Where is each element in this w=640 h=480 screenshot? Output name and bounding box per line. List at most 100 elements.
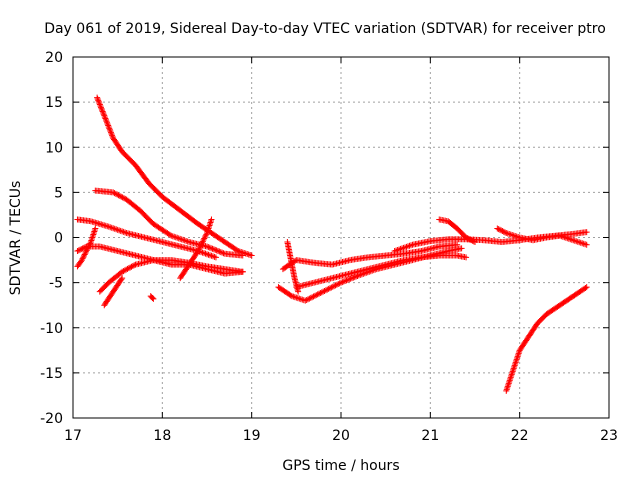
plus-marker	[407, 242, 414, 249]
series-arc-15	[494, 225, 590, 248]
series-arc-16	[503, 284, 590, 394]
plus-marker	[400, 244, 407, 251]
plus-marker	[172, 234, 179, 241]
plus-marker	[115, 192, 122, 199]
y-tick-label: 15	[45, 95, 63, 111]
plus-marker	[316, 290, 323, 297]
plus-marker	[99, 108, 106, 115]
plus-marker	[205, 251, 212, 258]
plus-marker	[406, 242, 413, 249]
plus-marker	[244, 251, 251, 258]
plus-marker	[564, 235, 571, 242]
plus-marker	[78, 257, 85, 264]
plus-marker	[118, 193, 125, 200]
y-tick-label: -15	[40, 366, 63, 382]
series-arc-14	[436, 216, 478, 246]
series-arc-2	[92, 187, 246, 259]
plus-marker	[512, 232, 519, 239]
plus-marker	[204, 243, 210, 250]
plus-marker	[201, 234, 208, 241]
plus-marker	[120, 268, 127, 275]
plus-marker	[342, 277, 349, 284]
plus-marker	[78, 246, 85, 253]
plus-marker	[92, 225, 99, 232]
plus-marker	[405, 243, 411, 250]
plus-marker	[245, 251, 252, 258]
plus-marker	[124, 265, 131, 272]
plus-marker	[195, 246, 202, 253]
plus-marker	[198, 241, 205, 248]
plus-marker	[340, 278, 347, 285]
plus-marker	[310, 293, 317, 300]
plus-marker	[583, 284, 590, 291]
plus-marker	[114, 191, 121, 198]
plus-marker	[203, 231, 210, 238]
plus-marker	[574, 238, 581, 245]
plus-marker	[494, 225, 501, 232]
axis-ticks: 17 18 19 20 21 22 23 20 15 10 5 0 -5 -10 -15 -20	[40, 50, 618, 444]
plus-marker	[470, 238, 477, 245]
plus-marker	[510, 232, 517, 239]
series-arc-9	[177, 216, 215, 282]
data-points	[74, 94, 590, 394]
plus-marker	[311, 292, 318, 299]
plus-marker	[463, 234, 470, 241]
plus-marker	[99, 107, 106, 114]
plus-marker	[94, 96, 101, 103]
plus-marker	[102, 116, 109, 123]
plus-marker	[149, 294, 156, 301]
plus-marker	[329, 283, 336, 290]
plus-marker	[348, 275, 355, 282]
plus-marker	[208, 245, 215, 252]
plus-marker	[95, 98, 102, 105]
y-tick-label: 20	[45, 50, 63, 66]
plus-marker	[74, 248, 81, 255]
plus-marker	[214, 247, 221, 254]
plus-marker	[570, 237, 577, 244]
plus-marker	[288, 293, 295, 300]
plus-marker	[500, 228, 507, 235]
plus-marker	[100, 111, 107, 118]
plus-marker	[499, 228, 506, 235]
plus-marker	[397, 245, 404, 252]
plus-marker	[562, 234, 569, 241]
plus-marker	[111, 190, 118, 197]
plus-marker	[77, 246, 84, 253]
plus-marker	[205, 244, 212, 251]
plus-marker	[116, 192, 123, 199]
plus-marker	[177, 235, 184, 242]
plus-marker	[501, 229, 508, 236]
plus-marker	[463, 254, 470, 261]
plus-marker	[328, 284, 335, 291]
plus-marker	[515, 233, 522, 240]
plus-marker	[119, 194, 126, 201]
plus-marker	[216, 248, 223, 255]
plus-marker	[127, 264, 134, 271]
plus-marker	[220, 250, 227, 257]
plus-marker	[197, 243, 204, 250]
plus-marker	[291, 294, 298, 301]
plus-marker	[201, 250, 208, 257]
x-tick-label: 22	[511, 428, 529, 444]
plus-marker	[239, 252, 246, 259]
plus-marker	[344, 276, 351, 283]
plus-marker	[580, 240, 587, 247]
plus-marker	[184, 238, 191, 245]
y-tick-label: -5	[49, 276, 63, 292]
plus-marker	[128, 263, 135, 270]
plus-marker	[582, 284, 589, 291]
plus-marker	[166, 231, 173, 238]
plus-marker	[336, 280, 343, 287]
plus-marker	[313, 292, 320, 299]
plus-marker	[97, 102, 104, 109]
plus-marker	[171, 233, 178, 240]
plus-marker	[175, 235, 182, 242]
plus-marker	[114, 226, 121, 233]
plus-marker	[558, 233, 565, 240]
plus-marker	[296, 295, 303, 302]
plus-marker	[568, 236, 575, 243]
y-tick-label: 10	[45, 140, 63, 156]
plus-marker	[314, 291, 321, 298]
plus-marker	[294, 295, 301, 302]
